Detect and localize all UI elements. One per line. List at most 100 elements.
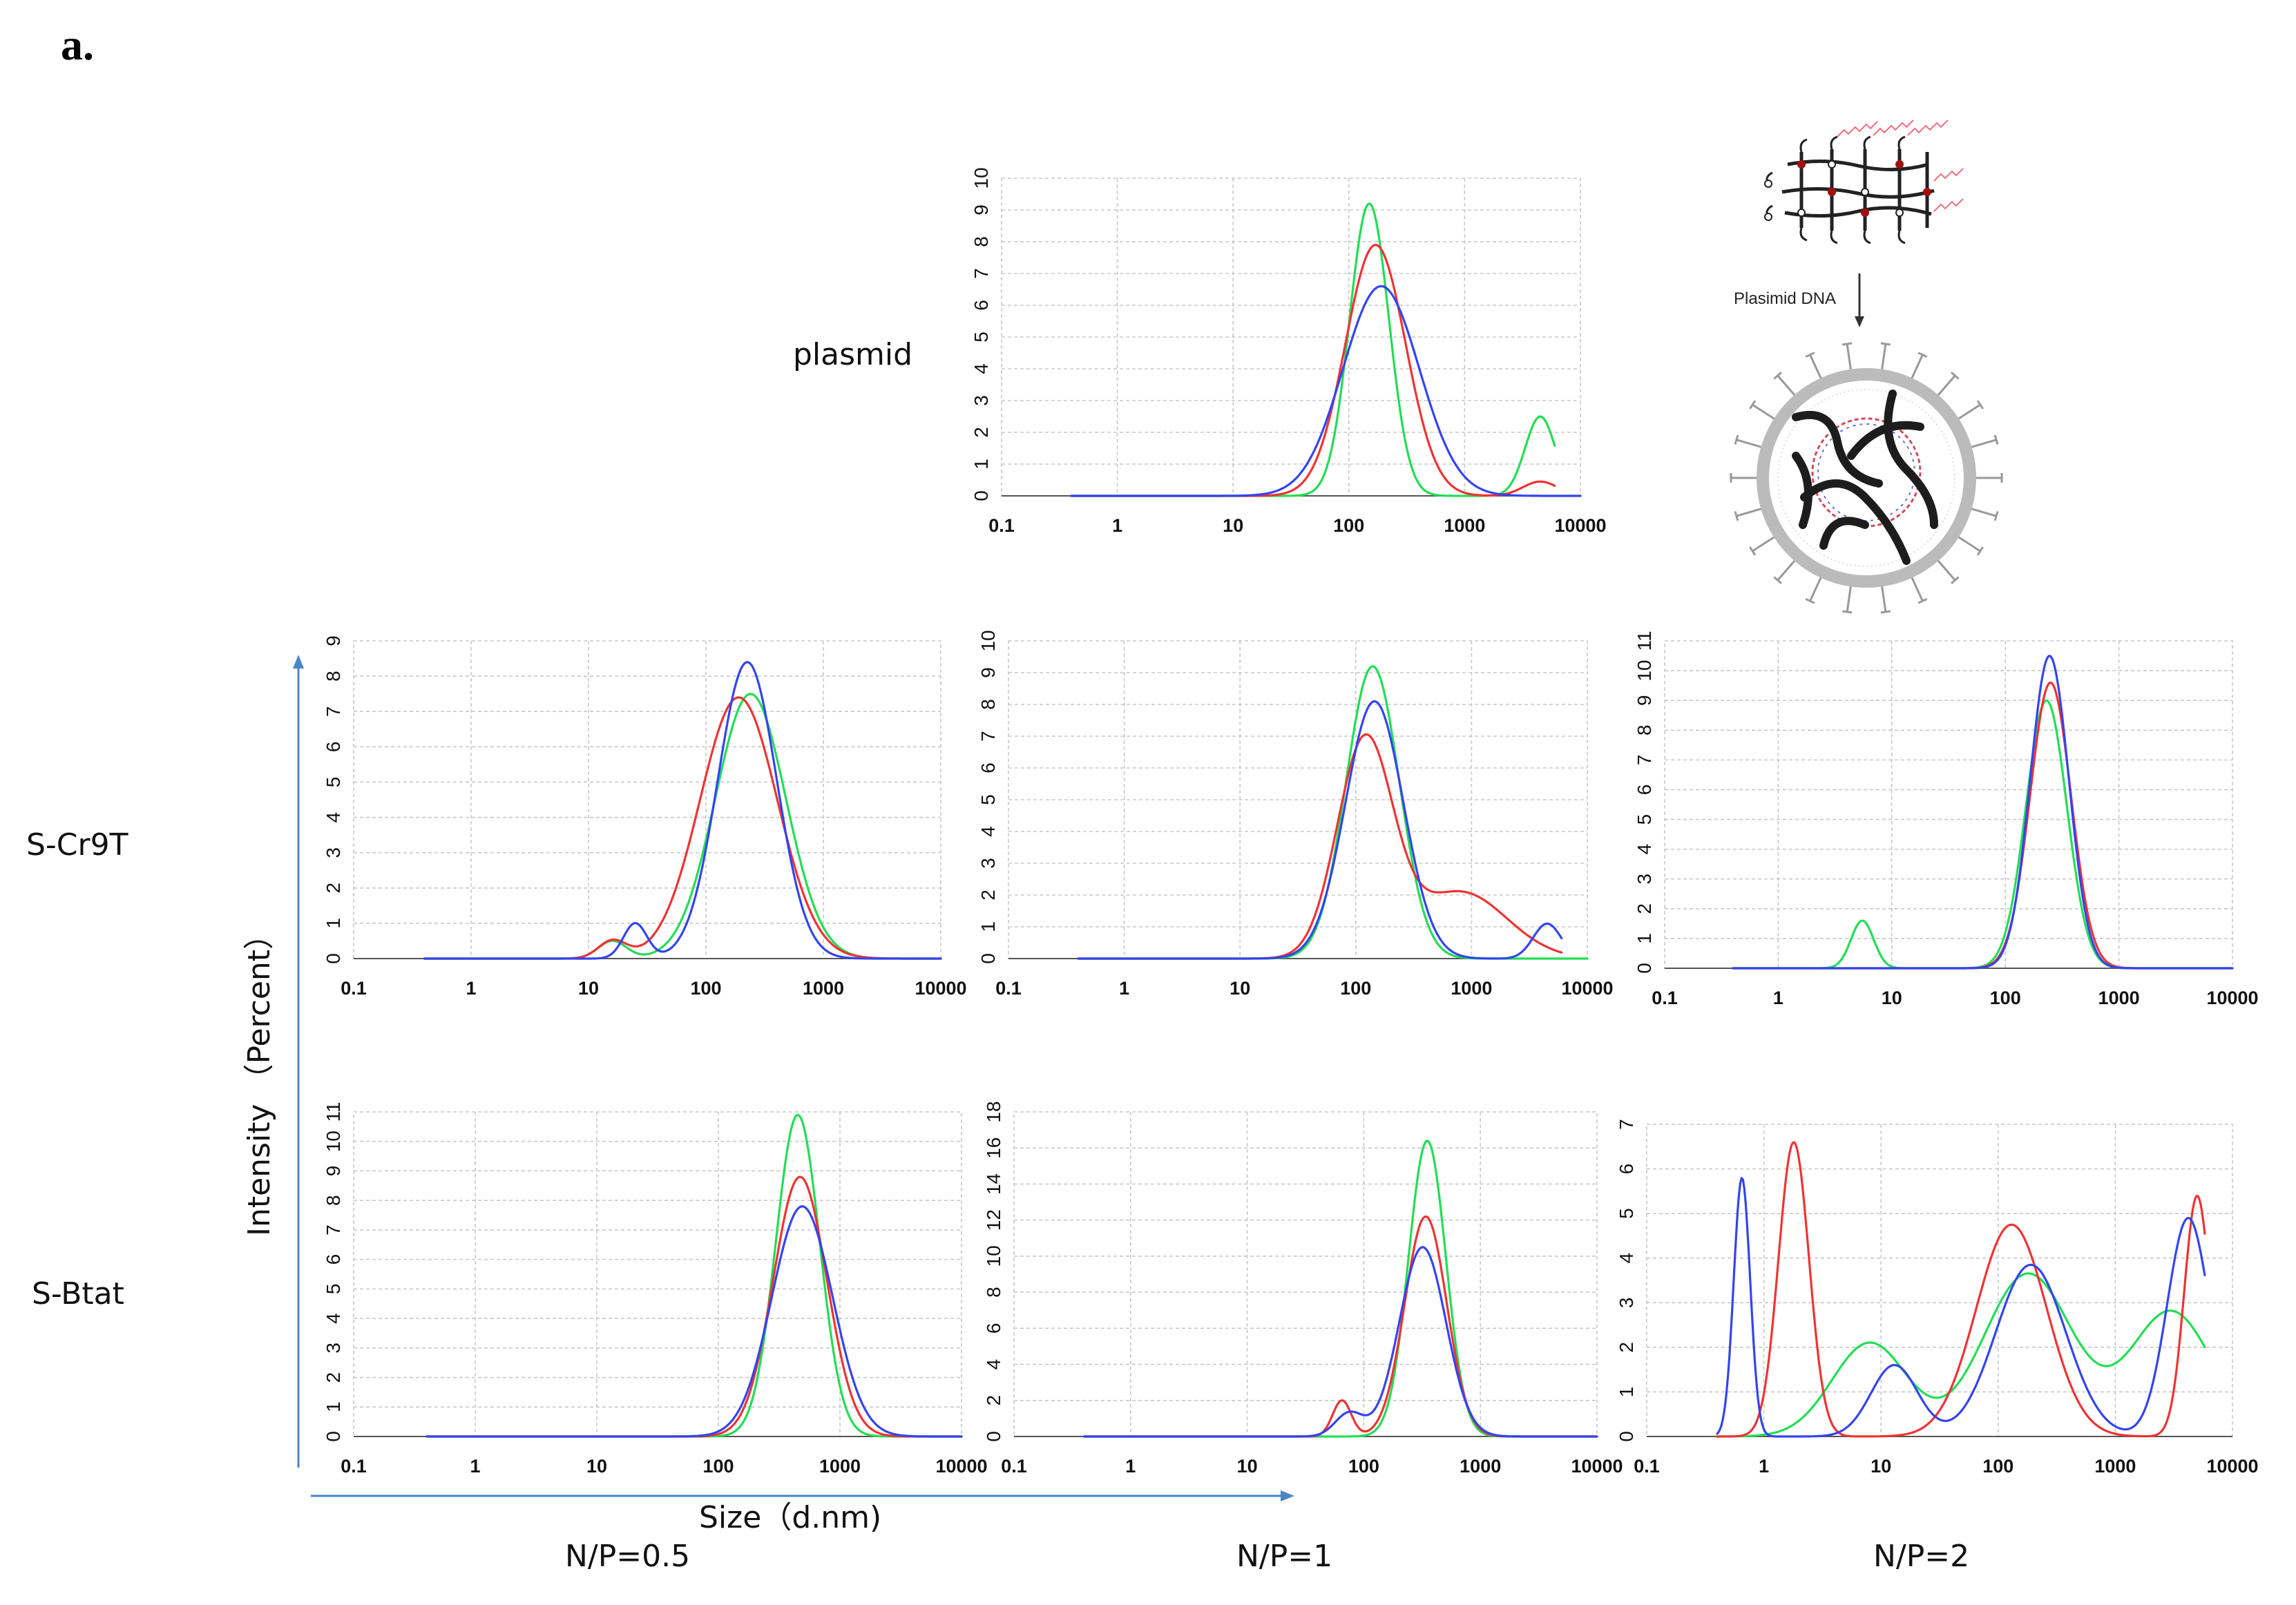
x-tick-label: 1000 bbox=[819, 1456, 861, 1477]
y-tick-label: 10 bbox=[1634, 660, 1655, 682]
series-line-green bbox=[1716, 1272, 2206, 1438]
surface-spike-cap bbox=[1805, 352, 1815, 358]
surface-spike-cap bbox=[1976, 546, 1984, 556]
plot-frame bbox=[1008, 640, 1588, 959]
series-line-red bbox=[1083, 1215, 1598, 1438]
x-tick-label: 1000 bbox=[1444, 515, 1485, 536]
x-tick-label: 10 bbox=[1230, 978, 1250, 999]
y-tick-label: 0 bbox=[977, 953, 999, 964]
x-tick-label: 1000 bbox=[1451, 978, 1492, 999]
y-tick-label: 2 bbox=[983, 1395, 1004, 1406]
y-tick-label: 7 bbox=[977, 731, 999, 742]
surface-spike bbox=[1911, 577, 1924, 602]
x-tick-label: 0.1 bbox=[995, 978, 1022, 999]
surface-spike-cap bbox=[1880, 342, 1891, 346]
column-label-np-1: N/P=1 bbox=[1236, 1539, 1332, 1574]
x-axis-arrow bbox=[311, 1490, 1294, 1501]
y-tick-label: 3 bbox=[1634, 874, 1655, 885]
chart-plasmid: 0.1 1 10 100 1000 10000 0 1 2 3 4 5 6 7 8 9 10 bbox=[970, 167, 1607, 536]
x-tick-label: 0.1 bbox=[341, 1456, 367, 1477]
x-tick-label: 1 bbox=[1759, 1456, 1769, 1477]
plot-frame bbox=[1664, 640, 2233, 969]
surface-spike bbox=[1777, 374, 1796, 396]
surface-spike-cap bbox=[1841, 610, 1853, 614]
y-tick-label: 2 bbox=[970, 427, 992, 438]
y-tick-label: 4 bbox=[983, 1359, 1004, 1370]
surface-spike-cap bbox=[1805, 598, 1815, 604]
row-label-s-btat: S-Btat bbox=[32, 1276, 124, 1311]
x-tick-label: 100 bbox=[1982, 1456, 2013, 1477]
series-line-blue bbox=[1077, 700, 1563, 960]
x-tick-label: 100 bbox=[1990, 988, 2021, 1008]
surface-spike bbox=[1736, 439, 1762, 448]
surface-spike-cap bbox=[1976, 400, 1984, 410]
x-tick-label: 10000 bbox=[1554, 515, 1606, 536]
y-tick-label: 1 bbox=[323, 918, 344, 929]
surface-spike bbox=[1971, 439, 1997, 448]
y-tick-label: 8 bbox=[983, 1287, 1004, 1298]
surface-spike-cap bbox=[1734, 434, 1739, 445]
y-tick-label: 11 bbox=[1634, 631, 1655, 651]
y-tick-label: 10 bbox=[323, 1131, 344, 1152]
y-tick-label: 2 bbox=[977, 890, 999, 901]
y-tick-label: 4 bbox=[977, 826, 999, 837]
x-tick-label: 1 bbox=[1112, 515, 1122, 536]
x-tick-label: 10000 bbox=[2206, 1456, 2258, 1477]
y-tick-label: 6 bbox=[970, 300, 992, 311]
y-tick-label: 9 bbox=[977, 667, 999, 678]
series-line-blue bbox=[1732, 655, 2234, 970]
series-line-blue bbox=[425, 1205, 963, 1438]
y-tick-label: 1 bbox=[1616, 1387, 1637, 1398]
plot-frame bbox=[1001, 177, 1581, 497]
x-tick-label: 1000 bbox=[803, 978, 844, 999]
y-tick-label: 0 bbox=[970, 490, 992, 501]
y-tick-label: 4 bbox=[1634, 844, 1655, 855]
y-tick-label: 3 bbox=[323, 847, 344, 858]
plot-frame bbox=[353, 1111, 962, 1437]
x-tick-label: 1 bbox=[470, 1456, 480, 1477]
surface-spike bbox=[1736, 508, 1762, 517]
series-line-green bbox=[425, 1113, 963, 1438]
x-axis-title: Size（d.nm) bbox=[699, 1500, 881, 1535]
y-tick-label: 11 bbox=[323, 1102, 344, 1122]
polymer-network-illustration bbox=[1766, 135, 1935, 244]
column-label-np-2: N/P=2 bbox=[1873, 1539, 1969, 1574]
y-tick-label: 1 bbox=[1634, 933, 1655, 944]
y-tick-label: 5 bbox=[1616, 1208, 1637, 1219]
y-tick-label: 10 bbox=[983, 1245, 1004, 1267]
y-tick-label: 9 bbox=[323, 635, 344, 646]
y-tick-label: 8 bbox=[323, 1195, 344, 1206]
chart-s-cr9t-np-2: 0.1 1 10 100 1000 10000 0 1 2 3 4 5 6 7 8 9 10 11 bbox=[1634, 631, 2259, 1008]
x-tick-label: 0.1 bbox=[341, 978, 367, 999]
surface-spike bbox=[1777, 559, 1796, 582]
y-tick-label: 5 bbox=[977, 794, 999, 805]
y-tick-label: 0 bbox=[1616, 1431, 1637, 1442]
surface-spike bbox=[1846, 586, 1852, 613]
surface-spike bbox=[1752, 403, 1775, 420]
surface-spike-cap bbox=[1993, 511, 1999, 521]
y-tick-label: 9 bbox=[323, 1166, 344, 1177]
x-tick-label: 100 bbox=[1348, 1456, 1379, 1477]
y-tick-label: 1 bbox=[970, 459, 992, 470]
x-tick-label: 10 bbox=[578, 978, 599, 999]
y-tick-label: 7 bbox=[323, 706, 344, 717]
surface-spike bbox=[1752, 536, 1775, 552]
surface-spike-cap bbox=[1773, 372, 1782, 380]
surface-spike-cap bbox=[1773, 576, 1782, 584]
y-tick-label: 5 bbox=[970, 331, 992, 343]
down-arrow-icon bbox=[1855, 273, 1864, 327]
y-tick-label: 8 bbox=[970, 236, 992, 247]
y-tick-label: 8 bbox=[977, 699, 999, 710]
y-tick-label: 5 bbox=[323, 1284, 344, 1295]
y-tick-label: 9 bbox=[970, 204, 992, 215]
x-tick-label: 1 bbox=[1119, 978, 1129, 999]
y-tick-label: 4 bbox=[323, 812, 344, 823]
x-tick-label: 1 bbox=[466, 978, 476, 999]
y-tick-label: 6 bbox=[323, 1254, 344, 1265]
surface-spike-cap bbox=[1734, 511, 1739, 521]
chart-s-btat-np-0.5: 0.1 1 10 100 1000 10000 0 1 2 3 4 5 6 7 8 9 10 11 bbox=[323, 1102, 988, 1477]
y-tick-label: 2 bbox=[323, 883, 344, 894]
y-tick-label: 5 bbox=[323, 777, 344, 788]
y-tick-label: 14 bbox=[983, 1173, 1004, 1195]
